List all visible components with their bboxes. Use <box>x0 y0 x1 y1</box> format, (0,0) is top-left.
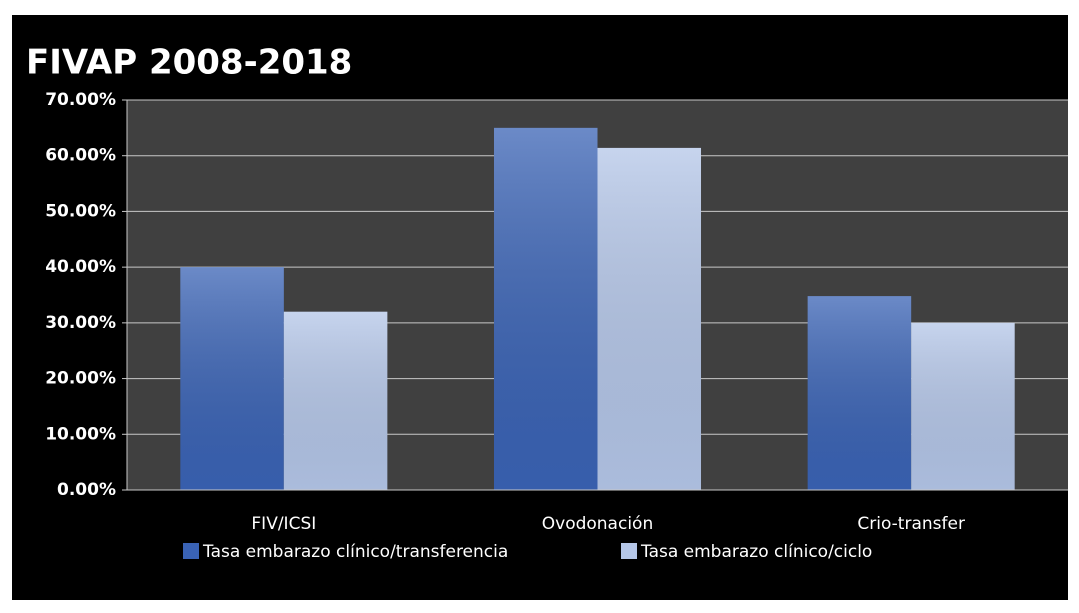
y-tick-label: 10.00% <box>45 424 116 444</box>
y-tick-label: 50.00% <box>45 201 116 221</box>
bar-shine <box>807 296 912 490</box>
legend-label: Tasa embarazo clínico/transferencia <box>202 542 508 562</box>
legend-swatch <box>621 543 637 559</box>
bar-shine <box>283 311 388 490</box>
x-tick-label: FIV/ICSI <box>251 514 316 534</box>
bar-shine <box>597 147 702 490</box>
bar-shine <box>180 267 284 490</box>
legend-label: Tasa embarazo clínico/ciclo <box>640 542 872 562</box>
y-tick-label: 60.00% <box>45 146 116 166</box>
x-tick-label: Ovodonación <box>542 514 653 534</box>
y-tick-label: 70.00% <box>45 90 116 110</box>
y-tick-label: 20.00% <box>45 369 116 389</box>
legend-swatch <box>183 543 199 559</box>
chart-title: FIVAP 2008-2018 <box>26 43 352 83</box>
x-tick-label: Crio-transfer <box>857 514 965 534</box>
bar-shine <box>911 322 1015 490</box>
y-tick-label: 40.00% <box>45 257 116 277</box>
y-tick-label: 0.00% <box>57 480 116 500</box>
bar-shine <box>493 127 598 490</box>
y-tick-label: 30.00% <box>45 313 116 333</box>
